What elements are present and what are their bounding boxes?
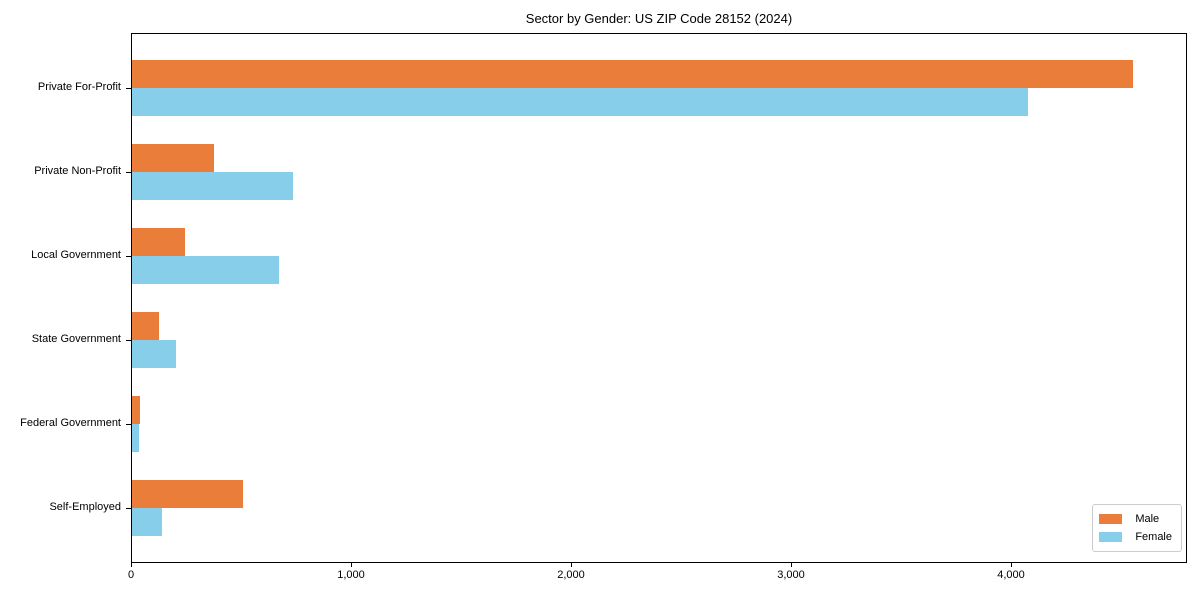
x-tick-0	[131, 563, 132, 567]
y-tick-private-non-profit	[126, 172, 131, 173]
bar-male-state-government	[132, 312, 159, 340]
y-label-federal-government: Federal Government	[20, 417, 121, 429]
bar-female-state-government	[132, 340, 176, 368]
bar-male-local-government	[132, 228, 185, 256]
x-label-4000: 4,000	[997, 569, 1025, 581]
x-label-3000: 3,000	[777, 569, 805, 581]
bar-female-local-government	[132, 256, 279, 284]
legend: Male Female	[1092, 504, 1182, 552]
bar-female-self-employed	[132, 508, 162, 536]
bar-male-self-employed	[132, 480, 243, 508]
y-tick-state-government	[126, 340, 131, 341]
y-label-private-non-profit: Private Non-Profit	[34, 165, 121, 177]
x-tick-2000	[571, 563, 572, 567]
bar-female-federal-government	[132, 424, 139, 452]
bar-male-private-non-profit	[132, 144, 214, 172]
x-tick-1000	[351, 563, 352, 567]
y-label-state-government: State Government	[31, 333, 121, 345]
x-tick-4000	[1011, 563, 1012, 567]
y-tick-self-employed	[126, 508, 131, 509]
y-tick-federal-government	[126, 424, 131, 425]
legend-label-female: Female	[1135, 531, 1172, 543]
y-tick-private-for-profit	[126, 88, 131, 89]
x-tick-3000	[791, 563, 792, 567]
bar-female-private-non-profit	[132, 172, 293, 200]
plot-area: Male Female	[131, 33, 1187, 563]
legend-swatch-male	[1099, 514, 1123, 524]
bar-male-private-for-profit	[132, 60, 1133, 88]
x-label-0: 0	[127, 569, 135, 581]
y-label-private-for-profit: Private For-Profit	[37, 81, 121, 93]
legend-label-male: Male	[1135, 513, 1160, 525]
legend-swatch-female	[1099, 532, 1123, 542]
x-label-1000: 1,000	[337, 569, 365, 581]
y-label-self-employed: Self-Employed	[49, 501, 121, 513]
x-label-2000: 2,000	[557, 569, 585, 581]
y-tick-local-government	[126, 256, 131, 257]
chart-title: Sector by Gender: US ZIP Code 28152 (202…	[525, 11, 793, 26]
bar-female-private-for-profit	[132, 88, 1028, 116]
legend-row-female: Female	[1099, 528, 1172, 546]
bar-male-federal-government	[132, 396, 140, 424]
y-label-local-government: Local Government	[31, 249, 121, 261]
legend-row-male: Male	[1099, 510, 1172, 528]
